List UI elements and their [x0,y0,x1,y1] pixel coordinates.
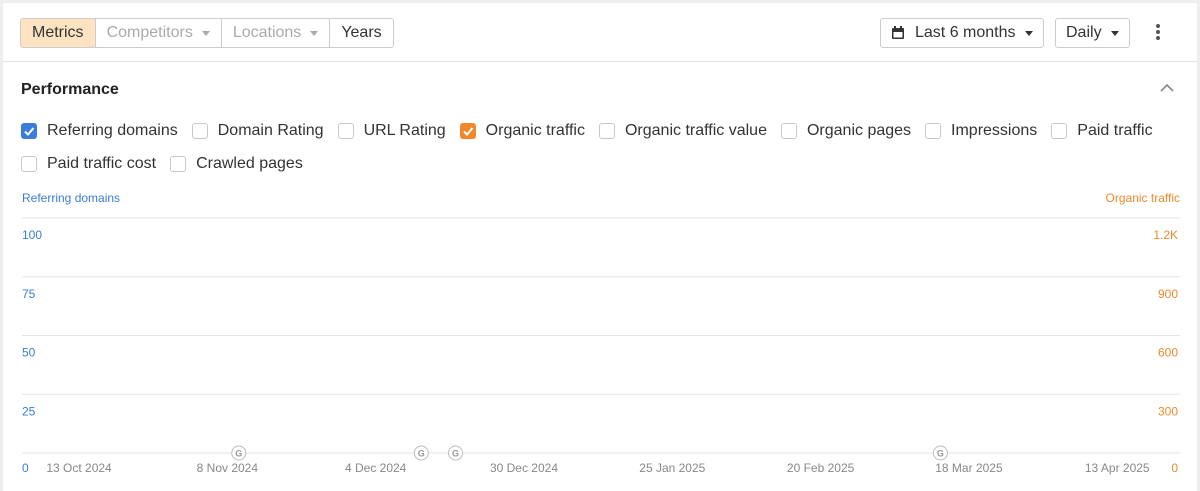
y2-tick-label: 0 [1171,461,1178,475]
y2-tick-label: 900 [1158,287,1178,301]
tab[interactable]: Locations [222,19,331,47]
tab-label: Competitors [106,24,193,41]
metric-label: URL Rating [363,122,446,139]
x-tick-label: 20 Feb 2025 [787,461,855,475]
tab[interactable]: Years [330,19,392,47]
x-tick-label: 4 Dec 2024 [345,461,407,475]
y-tick-label: 100 [22,228,42,242]
checkbox [780,123,797,139]
y-tick-label: 25 [22,404,36,418]
y2-tick-label: 600 [1158,346,1178,360]
metric-checkbox[interactable]: Crawled pages [170,154,303,174]
x-tick-label: 13 Oct 2024 [46,461,112,475]
interval-dropdown[interactable]: Daily [1055,18,1130,48]
tab-label: Years [341,24,382,41]
checkbox [21,123,37,139]
update-marker-label: G [452,448,459,458]
x-tick-label: 30 Dec 2024 [490,461,558,475]
update-marker [448,445,464,461]
x-tick-label: 13 Apr 2025 [1085,461,1150,475]
metric-checkbox[interactable]: Paid traffic [1051,121,1153,141]
update-marker [231,445,247,461]
metric-label: Crawled pages [196,155,303,172]
metric-checkbox[interactable]: Impressions [925,121,1037,141]
metric-label: Referring domains [47,122,178,139]
metric-checkbox[interactable]: Referring domains [21,121,178,141]
checkbox [170,156,187,172]
tab[interactable]: Competitors [96,19,222,47]
metric-label: Paid traffic cost [47,155,157,172]
tab-label: Metrics [32,24,84,41]
tab-label: Locations [232,24,302,41]
metric-label: Domain Rating [217,122,324,139]
performance-card: Metrics Competitors Locations Years Last 6 … [3,3,1197,491]
metric-checkbox[interactable]: URL Rating [337,121,446,141]
range-dropdown[interactable]: Last 6 months [880,18,1044,48]
more-menu[interactable] [1153,23,1163,41]
tab-group: Metrics Competitors Locations Years [20,18,394,48]
metric-label: Impressions [951,122,1038,139]
checkbox [1051,123,1068,139]
y2-tick-label: 300 [1158,404,1178,418]
range-label: Last 6 months [915,24,1016,41]
checkbox [925,123,942,139]
divider [3,61,1197,62]
checkbox [337,123,354,139]
checkbox [459,123,476,139]
metric-checkbox[interactable]: Organic pages [780,121,912,141]
metric-list: Referring domains Domain Rating URL Rating… [21,121,1171,174]
y-tick-label: 75 [22,287,36,301]
panel-title: Performance [21,81,119,98]
metric-checkbox[interactable]: Domain Rating [191,121,324,141]
tab[interactable]: Metrics [21,19,96,47]
update-marker-label: G [418,448,425,458]
update-marker-label: G [937,448,944,458]
chart: Referring domains Organic traffic 0 25 50 75 1… [22,191,1180,475]
metric-checkbox[interactable]: Organic traffic [459,121,585,141]
checkbox [191,123,208,139]
interval-label: Daily [1066,24,1102,41]
metric-label: Organic pages [806,122,912,139]
collapse-chevron[interactable] [1160,83,1174,93]
metric-checkbox[interactable]: Organic traffic value [598,121,767,141]
metric-checkbox[interactable]: Paid traffic cost [21,154,156,174]
x-tick-label: 8 Nov 2024 [197,461,259,475]
y2-tick-label: 1.2K [1153,228,1178,242]
calendar-icon [892,26,904,39]
metric-label: Paid traffic [1077,122,1153,139]
update-marker [932,445,948,461]
checkbox [21,156,37,172]
metric-label: Organic traffic value [624,122,767,139]
x-tick-label: 25 Jan 2025 [639,461,705,475]
y-tick-label: 0 [22,461,29,475]
update-marker [413,445,429,461]
checkbox [598,123,615,139]
y-axis-title: Referring domains [22,191,120,205]
y-tick-label: 50 [22,346,36,360]
y2-axis-title: Organic traffic [1106,191,1180,205]
x-tick-label: 18 Mar 2025 [935,461,1003,475]
update-marker-label: G [235,448,242,458]
metric-label: Organic traffic [485,122,585,139]
